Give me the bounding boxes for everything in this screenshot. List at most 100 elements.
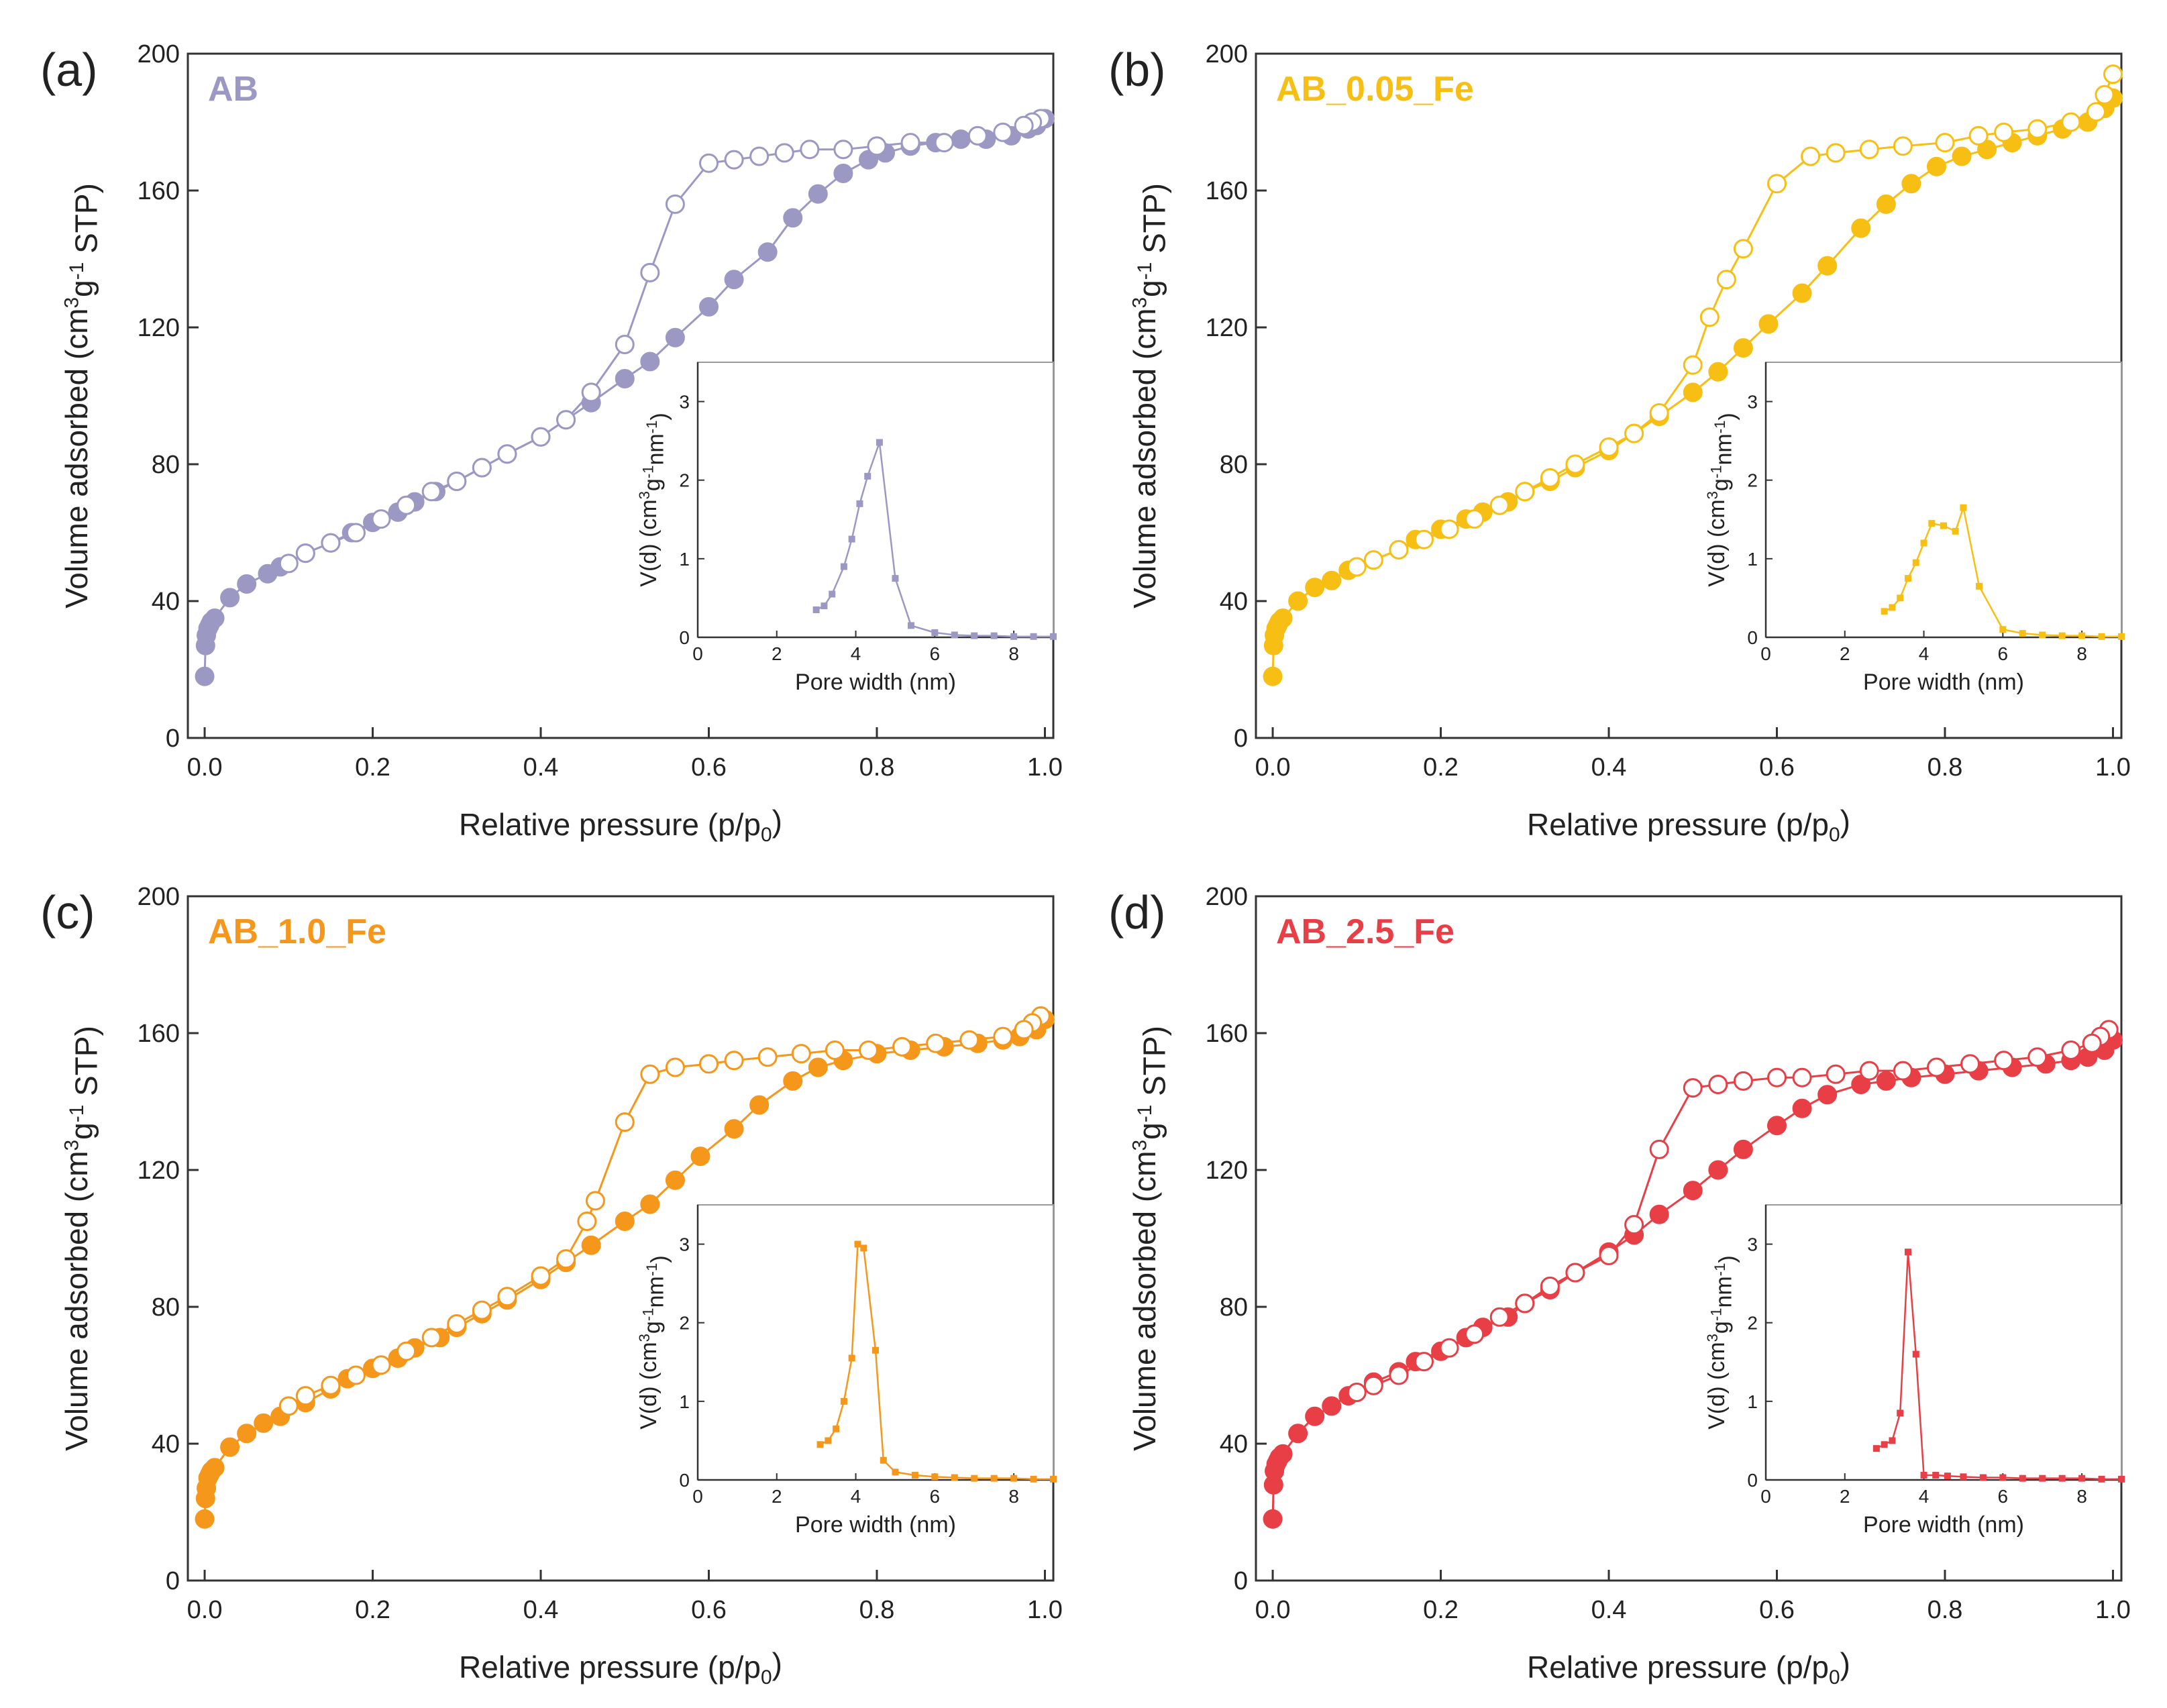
data-point <box>205 608 225 628</box>
data-point <box>724 270 744 290</box>
data-point <box>1792 1098 1812 1118</box>
data-point <box>371 509 391 529</box>
data-point <box>615 1112 635 1132</box>
data-point <box>2027 1047 2048 1067</box>
data-point <box>1515 482 1535 502</box>
x-tick-label: 0.8 <box>1927 1596 1963 1624</box>
data-point <box>1346 557 1367 577</box>
inset-data-point <box>840 1397 847 1405</box>
y-tick-label: 0 <box>166 725 180 753</box>
data-point <box>1708 362 1728 382</box>
data-point <box>1305 578 1325 598</box>
inset-data-point <box>2118 1475 2125 1483</box>
data-point <box>615 335 635 354</box>
inset-data-point <box>854 1240 861 1248</box>
data-point <box>472 1300 492 1320</box>
data-point <box>1465 509 1485 529</box>
data-point <box>1263 666 1283 686</box>
inset-data-point <box>848 535 855 543</box>
data-point <box>1414 529 1434 549</box>
inset-y-tick-label: 2 <box>679 470 690 491</box>
inset-data-point <box>840 563 847 570</box>
inset-data-point <box>1050 633 1057 640</box>
data-point <box>783 208 803 228</box>
inset-data-point <box>990 632 998 639</box>
data-point <box>1363 550 1383 570</box>
data-point <box>1817 256 1838 276</box>
data-point <box>1733 239 1753 259</box>
x-tick-label: 0.6 <box>691 753 727 782</box>
inset: 0 2 4 6 8 0 1 2 3 Pore width (nm) V(d) (cm3g-1nm-1… <box>636 362 1057 695</box>
inset-x-tick-label: 4 <box>851 643 861 664</box>
inset-x-axis-title: Pore width (nm) <box>795 1512 956 1538</box>
data-point <box>1893 136 1913 156</box>
inset-data-point <box>2039 631 2046 639</box>
inset-y-axis-title: V(d) (cm3g-1nm-1) <box>1704 413 1740 586</box>
data-point <box>1733 1139 1753 1159</box>
data-point <box>371 1355 391 1375</box>
data-point <box>858 1040 878 1060</box>
inset-data-point <box>1920 1471 1927 1479</box>
inset-data-point <box>892 1469 899 1476</box>
inset-x-tick-label: 2 <box>772 643 782 664</box>
inset-data-point <box>2058 1475 2066 1482</box>
y-tick-label: 200 <box>138 40 180 68</box>
data-point <box>254 1413 274 1433</box>
data-point <box>1994 122 2014 142</box>
sample-label: AB_2.5_Fe <box>1276 912 1455 951</box>
data-point <box>1305 1406 1325 1426</box>
inset-x-tick-label: 4 <box>1919 1486 1930 1507</box>
data-point <box>1624 423 1644 443</box>
data-point <box>581 382 601 403</box>
data-point <box>665 327 685 348</box>
inset-data-point <box>1010 633 1018 640</box>
data-point <box>1540 468 1560 488</box>
inset-data-point <box>1999 626 2007 633</box>
inset-x-tick-label: 0 <box>692 643 703 664</box>
data-point <box>1683 382 1703 403</box>
inset-data-point <box>1030 1475 1037 1483</box>
inset-y-axis-title: V(d) (cm3g-1nm-1) <box>1704 1255 1740 1429</box>
data-point <box>1851 1075 1871 1094</box>
data-point <box>278 553 299 574</box>
y-tick-label: 80 <box>152 1293 180 1322</box>
data-point <box>1389 1365 1409 1385</box>
data-point <box>220 1437 240 1457</box>
x-tick-label: 0.4 <box>1591 1596 1627 1624</box>
inset-y-tick-label: 0 <box>679 1470 690 1491</box>
data-point <box>321 533 341 553</box>
data-point <box>531 427 551 447</box>
data-point <box>749 1095 770 1115</box>
data-point <box>774 143 794 163</box>
inset-data-point <box>829 590 836 598</box>
data-point <box>1977 140 1997 160</box>
data-point <box>1926 1057 1946 1077</box>
inset: 0 2 4 6 8 0 1 2 3 Pore width (nm) V(d) (cm3g-1nm-1… <box>1704 362 2125 695</box>
data-point <box>791 1044 811 1064</box>
data-point <box>833 140 853 160</box>
data-point <box>959 1030 980 1050</box>
data-point <box>1599 1246 1619 1265</box>
data-point <box>665 1057 685 1077</box>
inset-data-point <box>880 1456 887 1464</box>
inset-data-point <box>931 629 939 636</box>
inset-x-tick-label: 4 <box>1919 643 1930 664</box>
inset-data-point <box>1928 520 1936 527</box>
inset-data-point <box>1952 527 1959 535</box>
inset-x-axis-title: Pore width (nm) <box>1863 670 2024 695</box>
x-tick-label: 0.2 <box>1423 1596 1459 1624</box>
y-axis-title: Volume adsorbed (cm3g-1 STP) <box>59 183 103 608</box>
y-axis-title: Volume adsorbed (cm3g-1 STP) <box>1127 183 1171 608</box>
inset-data-point <box>825 1437 832 1444</box>
series-desorption <box>278 1006 1051 1416</box>
inset-data-point <box>1912 559 1919 566</box>
data-point <box>1683 1181 1703 1201</box>
data-point <box>934 133 954 153</box>
inset-data-point <box>1050 1475 1057 1483</box>
inset-y-tick-label: 1 <box>679 1391 690 1412</box>
y-tick-label: 120 <box>1206 314 1248 342</box>
panel-letter: (a) <box>40 44 98 96</box>
data-point <box>749 146 770 166</box>
data-point <box>867 136 887 156</box>
x-tick-label: 0.0 <box>1255 753 1291 782</box>
